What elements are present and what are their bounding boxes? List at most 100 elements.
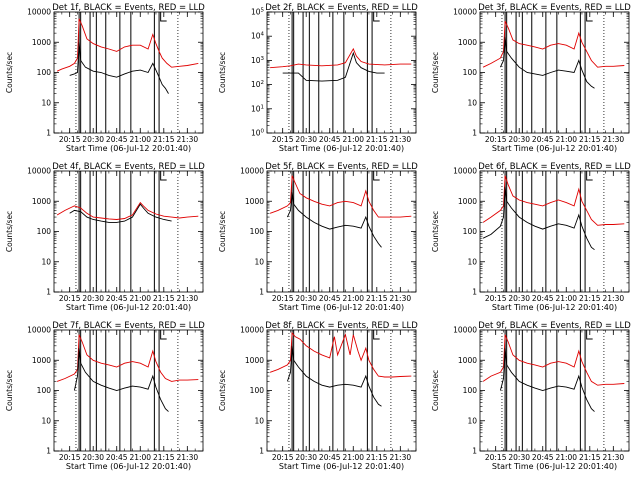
lld-series-line [56,18,199,72]
y-tick-label: 100 [37,386,52,395]
y-tick-label: 10000 [240,167,264,176]
lld-series-line [482,334,625,386]
panel-title: Det 5f, BLACK = Events, RED = LLD [265,162,418,172]
y-tick-label: 1 [472,288,477,297]
x-tick-label: 20:30 [82,294,104,303]
y-tick-label: 1000 [245,197,264,206]
flag-marker [373,12,380,22]
y-tick-label: 10 [254,416,264,425]
x-tick-label: 20:30 [508,453,530,462]
x-tick-label: 20:15 [59,453,81,462]
lld-series-line [482,20,625,68]
x-tick-label: 21:15 [579,294,601,303]
x-tick-label: 21:00 [555,135,577,144]
y-axis-label: Counts/sec [431,211,440,252]
x-tick-label: 20:15 [272,453,294,462]
x-tick-label: 21:00 [555,453,577,462]
y-tick-label: 100 [250,386,265,395]
x-tick-label: 21:30 [603,453,625,462]
y-tick-label: 1 [259,447,264,456]
y-tick-label: 1000 [245,356,264,365]
events-series-line [286,192,382,248]
flag-marker [586,12,593,22]
y-tick-label: 10000 [453,8,477,17]
flag-marker [160,330,167,340]
y-axis-label: Counts/sec [218,52,227,93]
x-tick-label: 20:30 [295,453,317,462]
y-axis-label: Counts/sec [431,370,440,411]
flag-marker [160,171,167,181]
y-tick-label: 10000 [453,326,477,335]
panel-det-8: Det 8f, BLACK = Events, RED = LLD 1 10 100 1… [218,321,418,471]
x-tick-label: 21:15 [366,294,388,303]
lld-series-line [482,175,625,226]
y-axis-label: Counts/sec [431,52,440,93]
x-tick-label: 20:15 [59,294,81,303]
x-tick-label: 21:00 [342,294,364,303]
x-tick-label: 21:15 [366,453,388,462]
events-series-line [482,186,595,251]
flag-marker [586,171,593,181]
y-tick-label: 10 [467,257,477,266]
y-tick-label: 100 [250,227,265,236]
y-tick-label: 1000 [32,38,51,47]
x-tick-label: 20:45 [532,294,554,303]
x-tick-label: 20:45 [532,135,554,144]
events-series-line [73,348,169,412]
y-tick-label: 1 [46,447,51,456]
x-tick-label: 20:45 [106,453,128,462]
y-tick-label: 1 [472,447,477,456]
y-tick-label: 1000 [32,356,51,365]
y-tick-label: 1000 [458,356,477,365]
x-tick-label: 21:30 [177,453,199,462]
x-tick-label: 20:45 [319,135,341,144]
y-tick-label: 10000 [240,326,264,335]
x-axis-label: Start Time (06-Jul-12 20:01:40) [66,462,191,471]
y-tick-label: 100 [463,227,478,236]
x-tick-label: 21:15 [153,294,175,303]
y-tick-label: 10 [41,257,51,266]
events-series-line [69,203,172,223]
x-axis-label: Start Time (06-Jul-12 20:01:40) [66,144,191,153]
y-axis-label: Counts/sec [5,211,14,252]
x-tick-label: 21:30 [390,135,412,144]
y-axis-label: Counts/sec [218,211,227,252]
panel-title: Det 8f, BLACK = Events, RED = LLD [265,321,418,331]
y-tick-label: 100 [251,129,265,138]
y-tick-label: 10 [467,416,477,425]
x-tick-label: 21:30 [177,294,199,303]
x-tick-label: 21:30 [177,135,199,144]
panel-title: Det 1f, BLACK = Events, RED = LLD [52,3,205,13]
panel-det-6: Det 6f, BLACK = Events, RED = LLD 1 10 100 1… [431,162,631,312]
y-tick-label: 100 [463,68,478,77]
x-tick-label: 21:15 [153,453,175,462]
flag-marker [373,171,380,181]
y-tick-label: 10000 [453,167,477,176]
panel-det-9: Det 9f, BLACK = Events, RED = LLD 1 10 100 1… [431,321,631,471]
panel-det-3: Det 3f, BLACK = Events, RED = LLD 1 10 100 1… [431,3,631,153]
y-tick-label: 104 [251,32,265,41]
y-tick-label: 10000 [27,8,51,17]
panel-det-2: Det 2f, BLACK = Events, RED = LLD 100 101 1… [218,3,418,153]
x-tick-label: 21:00 [555,294,577,303]
x-tick-label: 21:15 [153,135,175,144]
x-tick-label: 21:30 [390,294,412,303]
y-axis-label: Counts/sec [5,52,14,93]
x-tick-label: 20:15 [485,453,507,462]
x-tick-label: 21:00 [129,453,151,462]
x-tick-label: 20:15 [59,135,81,144]
events-series-line [499,348,595,412]
panel-title: Det 4f, BLACK = Events, RED = LLD [52,162,205,172]
y-tick-label: 100 [37,68,52,77]
x-tick-label: 20:45 [319,294,341,303]
events-series-line [286,345,382,407]
y-axis-label: Counts/sec [218,370,227,411]
y-tick-label: 1 [259,288,264,297]
y-tick-label: 100 [37,227,52,236]
x-tick-label: 20:30 [82,453,104,462]
x-tick-label: 20:15 [272,294,294,303]
y-tick-label: 1000 [458,197,477,206]
panel-title: Det 7f, BLACK = Events, RED = LLD [52,321,205,331]
x-tick-label: 21:15 [579,453,601,462]
